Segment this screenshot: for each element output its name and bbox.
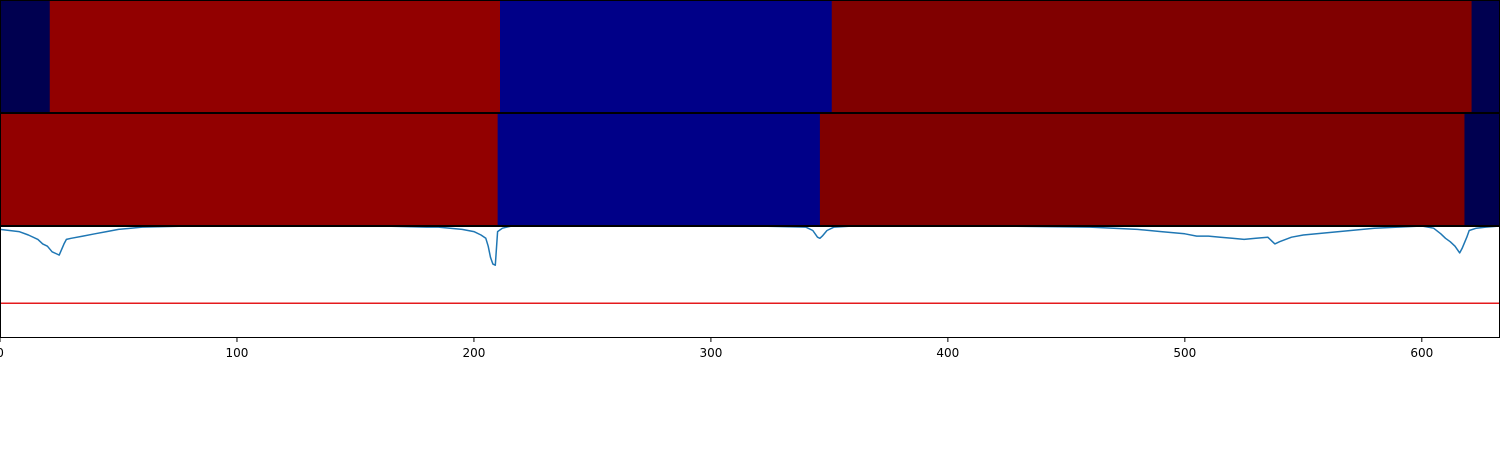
middle-bar-segment-1 [497, 113, 821, 225]
x-tick-label-300: 300 [699, 346, 722, 360]
top-heatmap-bar [0, 0, 1500, 112]
series-line [0, 225, 1500, 266]
x-tick-label-500: 500 [1173, 346, 1196, 360]
x-tick-label-0: 0 [0, 346, 4, 360]
plot-background [0, 226, 1500, 338]
top-bar-segment-2 [500, 0, 833, 112]
x-tick-label-600: 600 [1410, 346, 1433, 360]
top-bar-segment-1 [49, 0, 501, 112]
middle-bar-segment-2 [819, 113, 1465, 225]
line-plot-area [0, 225, 1500, 338]
top-bar-segment-4 [1471, 0, 1500, 112]
middle-heatmap-bar [0, 113, 1500, 225]
middle-bar-segment-0 [0, 113, 499, 225]
top-bar-segment-3 [831, 0, 1473, 112]
x-tick-label-100: 100 [226, 346, 249, 360]
x-tick-label-400: 400 [936, 346, 959, 360]
top-bar-segment-0 [0, 0, 51, 112]
middle-bar-segment-3 [1464, 113, 1500, 225]
x-axis: 0 100 200 300 400 500 600 [0, 338, 1433, 360]
x-tick-label-200: 200 [462, 346, 485, 360]
